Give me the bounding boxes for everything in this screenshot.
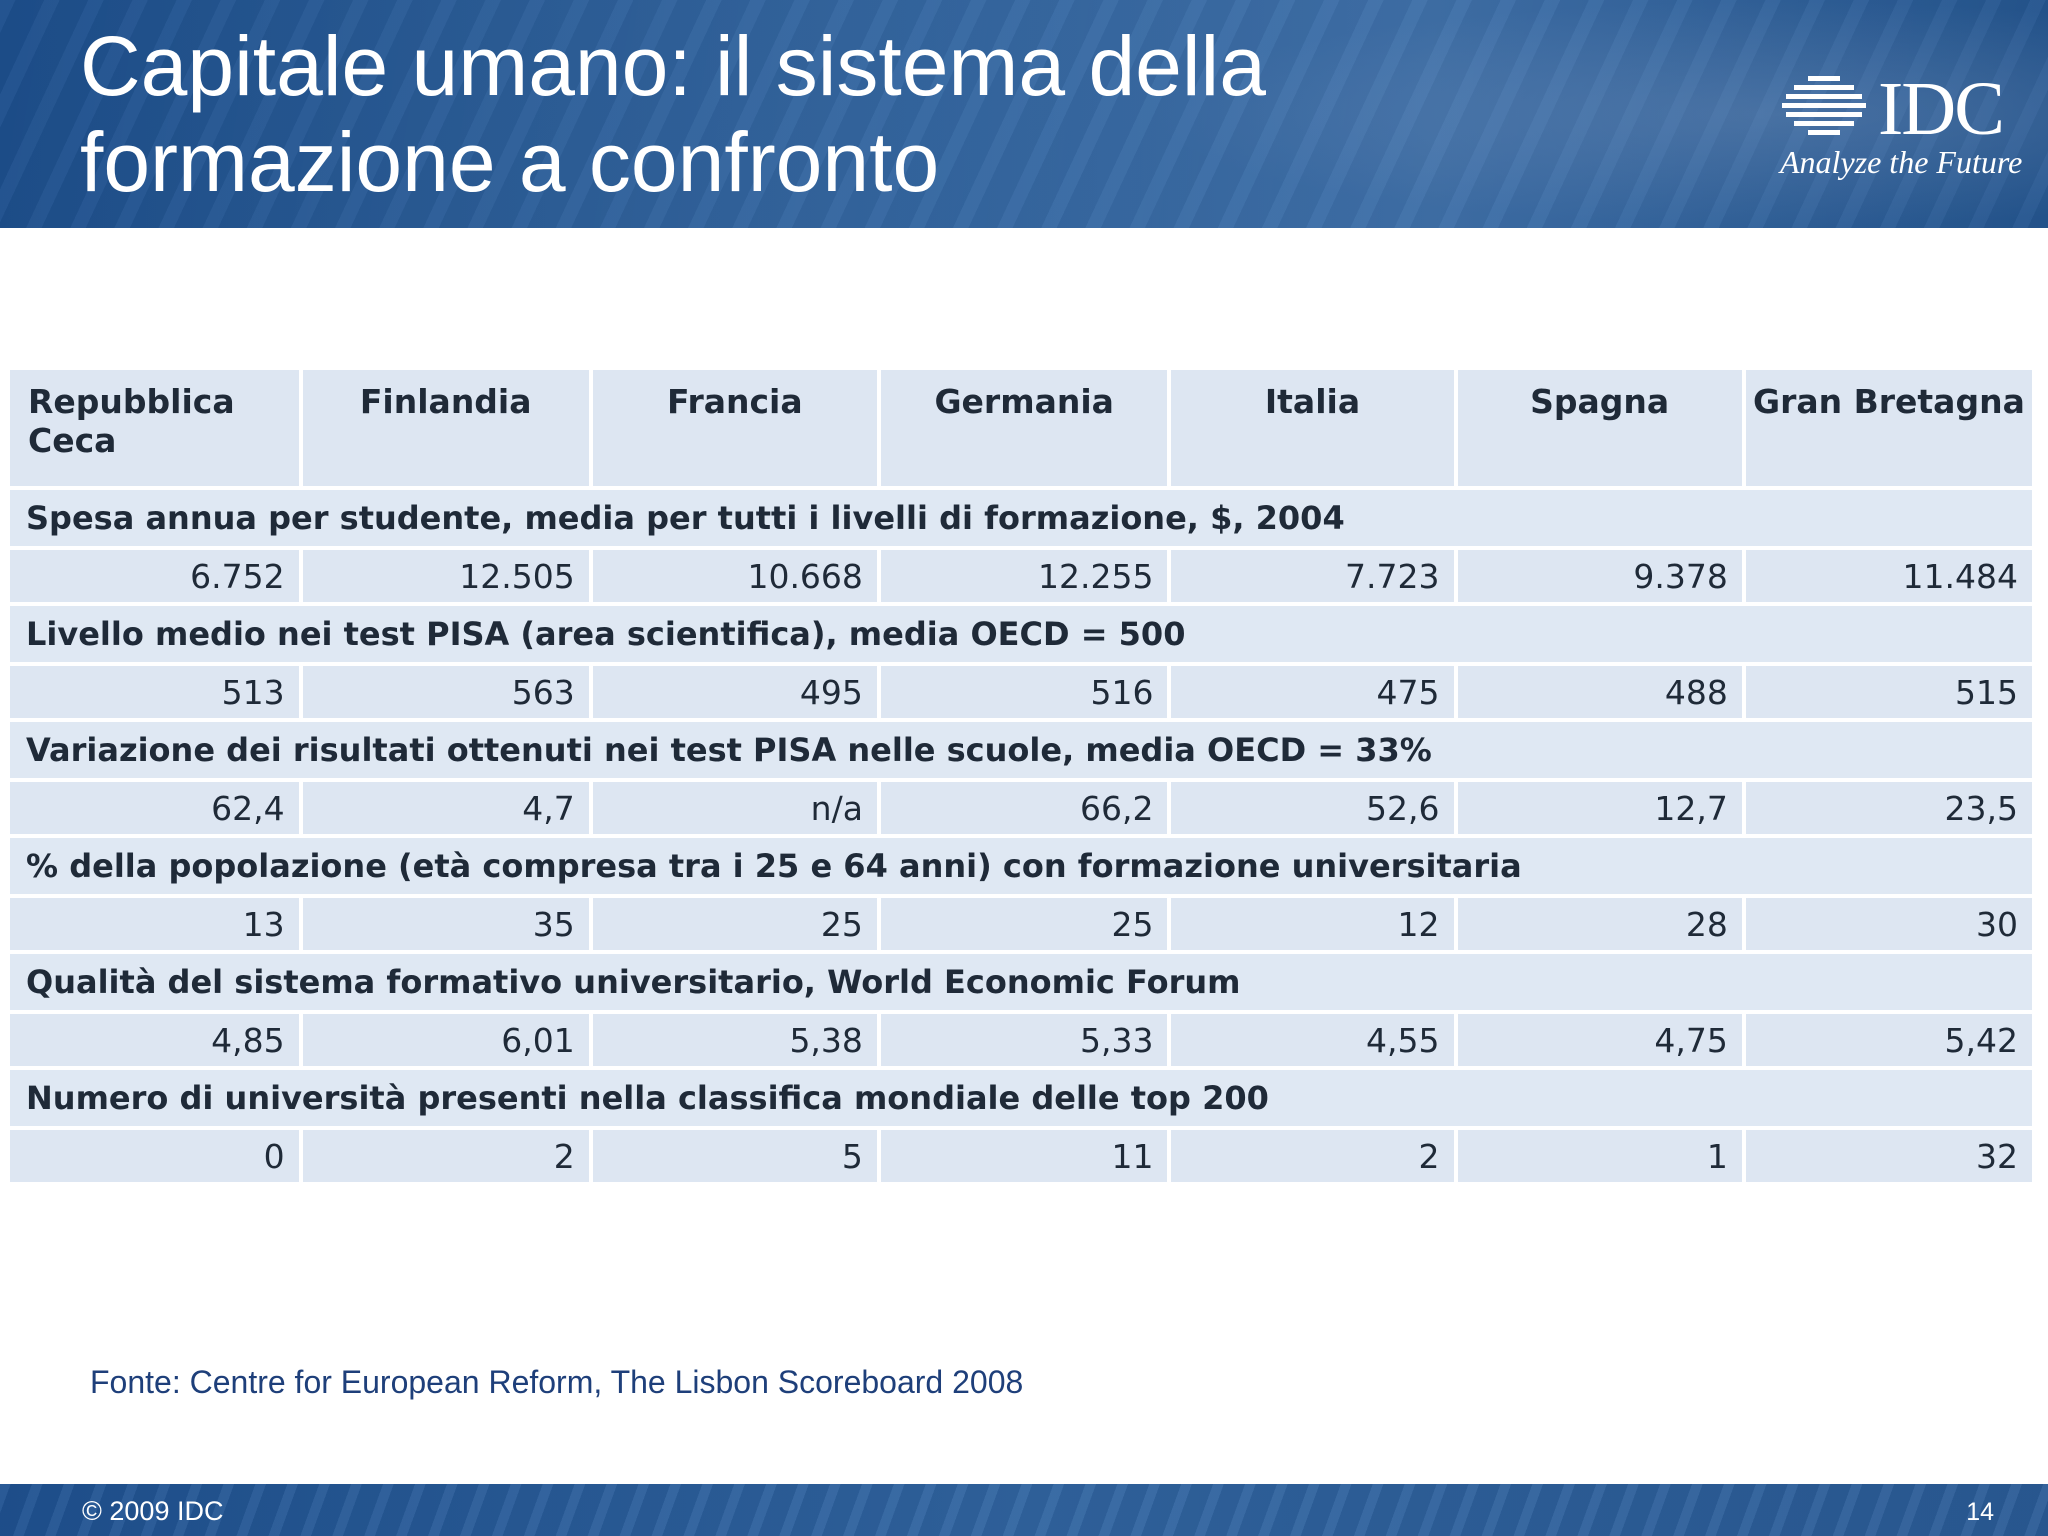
table-cell: 1 bbox=[1457, 1130, 1742, 1182]
idc-logo: IDC Analyze the Future bbox=[1778, 67, 2023, 190]
section-label: % della popolazione (età compresa tra i … bbox=[10, 838, 2032, 894]
section-label: Livello medio nei test PISA (area scient… bbox=[10, 606, 2032, 662]
copyright-text: © 2009 IDC bbox=[82, 1496, 224, 1526]
education-comparison-table: Repubblica Ceca Finlandia Francia German… bbox=[6, 366, 2036, 1186]
column-header-repubblica-ceca: Repubblica Ceca bbox=[10, 370, 299, 486]
table-cell: 6,01 bbox=[302, 1014, 589, 1066]
column-header-spagna: Spagna bbox=[1457, 370, 1742, 486]
table-cell: 516 bbox=[880, 666, 1168, 718]
table-cell: 5,38 bbox=[592, 1014, 877, 1066]
column-header-gran-bretagna: Gran Bretagna bbox=[1745, 370, 2032, 486]
section-label: Numero di università presenti nella clas… bbox=[10, 1070, 2032, 1126]
slide-footer: © 2009 IDC 14 bbox=[0, 1484, 2048, 1536]
slide-title-line-2: formazione a confronto bbox=[80, 115, 940, 209]
table-cell: 35 bbox=[302, 898, 589, 950]
table-cell: 32 bbox=[1745, 1130, 2032, 1182]
comparison-table-container: Repubblica Ceca Finlandia Francia German… bbox=[10, 366, 2032, 1186]
table-cell: 12 bbox=[1171, 898, 1454, 950]
table-cell: 7.723 bbox=[1171, 550, 1454, 602]
table-cell: 12,7 bbox=[1457, 782, 1742, 834]
table-cell: 10.668 bbox=[592, 550, 877, 602]
table-cell: 11.484 bbox=[1745, 550, 2032, 602]
table-cell: 66,2 bbox=[880, 782, 1168, 834]
header-background-texture bbox=[1148, 0, 2048, 228]
column-header-finlandia: Finlandia bbox=[302, 370, 589, 486]
column-header-italia: Italia bbox=[1171, 370, 1454, 486]
table-cell: 5 bbox=[592, 1130, 877, 1182]
table-cell: 62,4 bbox=[10, 782, 299, 834]
table-cell: 475 bbox=[1171, 666, 1454, 718]
table-cell: 23,5 bbox=[1745, 782, 2032, 834]
table-cell: 5,42 bbox=[1745, 1014, 2032, 1066]
section-label-row: Numero di università presenti nella clas… bbox=[10, 1070, 2032, 1126]
table-cell: 28 bbox=[1457, 898, 1742, 950]
section-label-row: Livello medio nei test PISA (area scient… bbox=[10, 606, 2032, 662]
table-row: 0 2 5 11 2 1 32 bbox=[10, 1130, 2032, 1182]
table-cell: 12.505 bbox=[302, 550, 589, 602]
table-cell: 52,6 bbox=[1171, 782, 1454, 834]
table-row: 13 35 25 25 12 28 30 bbox=[10, 898, 2032, 950]
table-cell: 6.752 bbox=[10, 550, 299, 602]
table-cell: 515 bbox=[1745, 666, 2032, 718]
table-cell: 25 bbox=[592, 898, 877, 950]
table-cell: 2 bbox=[1171, 1130, 1454, 1182]
section-label: Variazione dei risultati ottenuti nei te… bbox=[10, 722, 2032, 778]
table-cell: 9.378 bbox=[1457, 550, 1742, 602]
table-cell: 12.255 bbox=[880, 550, 1168, 602]
column-header-francia: Francia bbox=[592, 370, 877, 486]
table-cell: 4,85 bbox=[10, 1014, 299, 1066]
table-body: Spesa annua per studente, media per tutt… bbox=[10, 490, 2032, 1182]
table-cell: 4,75 bbox=[1457, 1014, 1742, 1066]
table-cell: 495 bbox=[592, 666, 877, 718]
table-row: 4,85 6,01 5,38 5,33 4,55 4,75 5,42 bbox=[10, 1014, 2032, 1066]
column-header-germania: Germania bbox=[880, 370, 1168, 486]
table-cell: 11 bbox=[880, 1130, 1168, 1182]
table-row: 6.752 12.505 10.668 12.255 7.723 9.378 11.484 bbox=[10, 550, 2032, 602]
table-cell: 5,33 bbox=[880, 1014, 1168, 1066]
slide-header: Capitale umano: il sistema della formazi… bbox=[0, 0, 2048, 228]
table-cell: 4,7 bbox=[302, 782, 589, 834]
table-row: 513 563 495 516 475 488 515 bbox=[10, 666, 2032, 718]
table-row: 62,4 4,7 n/a 66,2 52,6 12,7 23,5 bbox=[10, 782, 2032, 834]
table-cell: 2 bbox=[302, 1130, 589, 1182]
section-label-row: Qualità del sistema formativo universita… bbox=[10, 954, 2032, 1010]
table-header-row: Repubblica Ceca Finlandia Francia German… bbox=[10, 370, 2032, 486]
section-label-row: Spesa annua per studente, media per tutt… bbox=[10, 490, 2032, 546]
idc-logo-tagline: Analyze the Future bbox=[1780, 144, 2023, 180]
table-cell: 563 bbox=[302, 666, 589, 718]
section-label-row: % della popolazione (età compresa tra i … bbox=[10, 838, 2032, 894]
table-cell: 513 bbox=[10, 666, 299, 718]
idc-globe-icon bbox=[1782, 76, 1866, 135]
section-label-row: Variazione dei risultati ottenuti nei te… bbox=[10, 722, 2032, 778]
table-cell: n/a bbox=[592, 782, 877, 834]
page-number: 14 bbox=[1966, 1498, 1994, 1526]
slide-title: Capitale umano: il sistema della formazi… bbox=[80, 18, 1680, 210]
section-label: Spesa annua per studente, media per tutt… bbox=[10, 490, 2032, 546]
slide-title-line-1: Capitale umano: il sistema della bbox=[80, 19, 1266, 113]
table-cell: 13 bbox=[10, 898, 299, 950]
table-cell: 4,55 bbox=[1171, 1014, 1454, 1066]
section-label: Qualità del sistema formativo universita… bbox=[10, 954, 2032, 1010]
idc-logo-wordmark: IDC bbox=[1878, 67, 2005, 151]
table-cell: 30 bbox=[1745, 898, 2032, 950]
source-note: Fonte: Centre for European Reform, The L… bbox=[90, 1364, 1024, 1400]
table-cell: 0 bbox=[10, 1130, 299, 1182]
table-cell: 25 bbox=[880, 898, 1168, 950]
table-cell: 488 bbox=[1457, 666, 1742, 718]
